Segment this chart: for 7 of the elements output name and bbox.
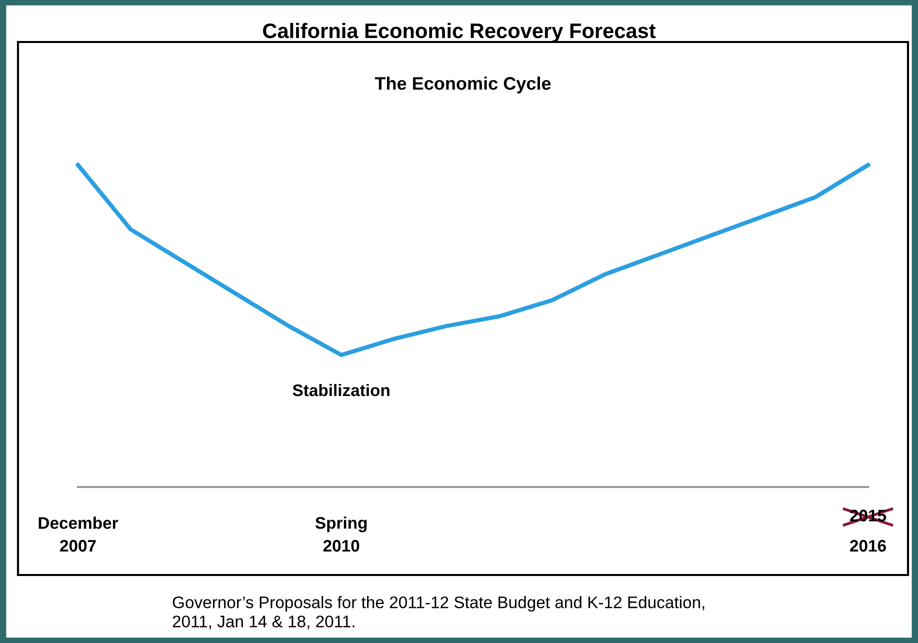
text: Governor’s Proposals for the 2011-12 State Budget and K-12 Education, 2011, Jan 14 & 18, 2011. xyxy=(172,596,704,630)
x-tick-label: 2016 xyxy=(850,540,886,552)
chart-title: California Economic Recovery Forecast xyxy=(263,22,656,42)
x-tick-label: December 2007 xyxy=(38,516,118,552)
annotation: Stabilization xyxy=(292,384,390,396)
x-tick-label: Spring 2010 xyxy=(315,516,367,552)
chart-subtitle: The Economic Cycle xyxy=(374,76,551,94)
